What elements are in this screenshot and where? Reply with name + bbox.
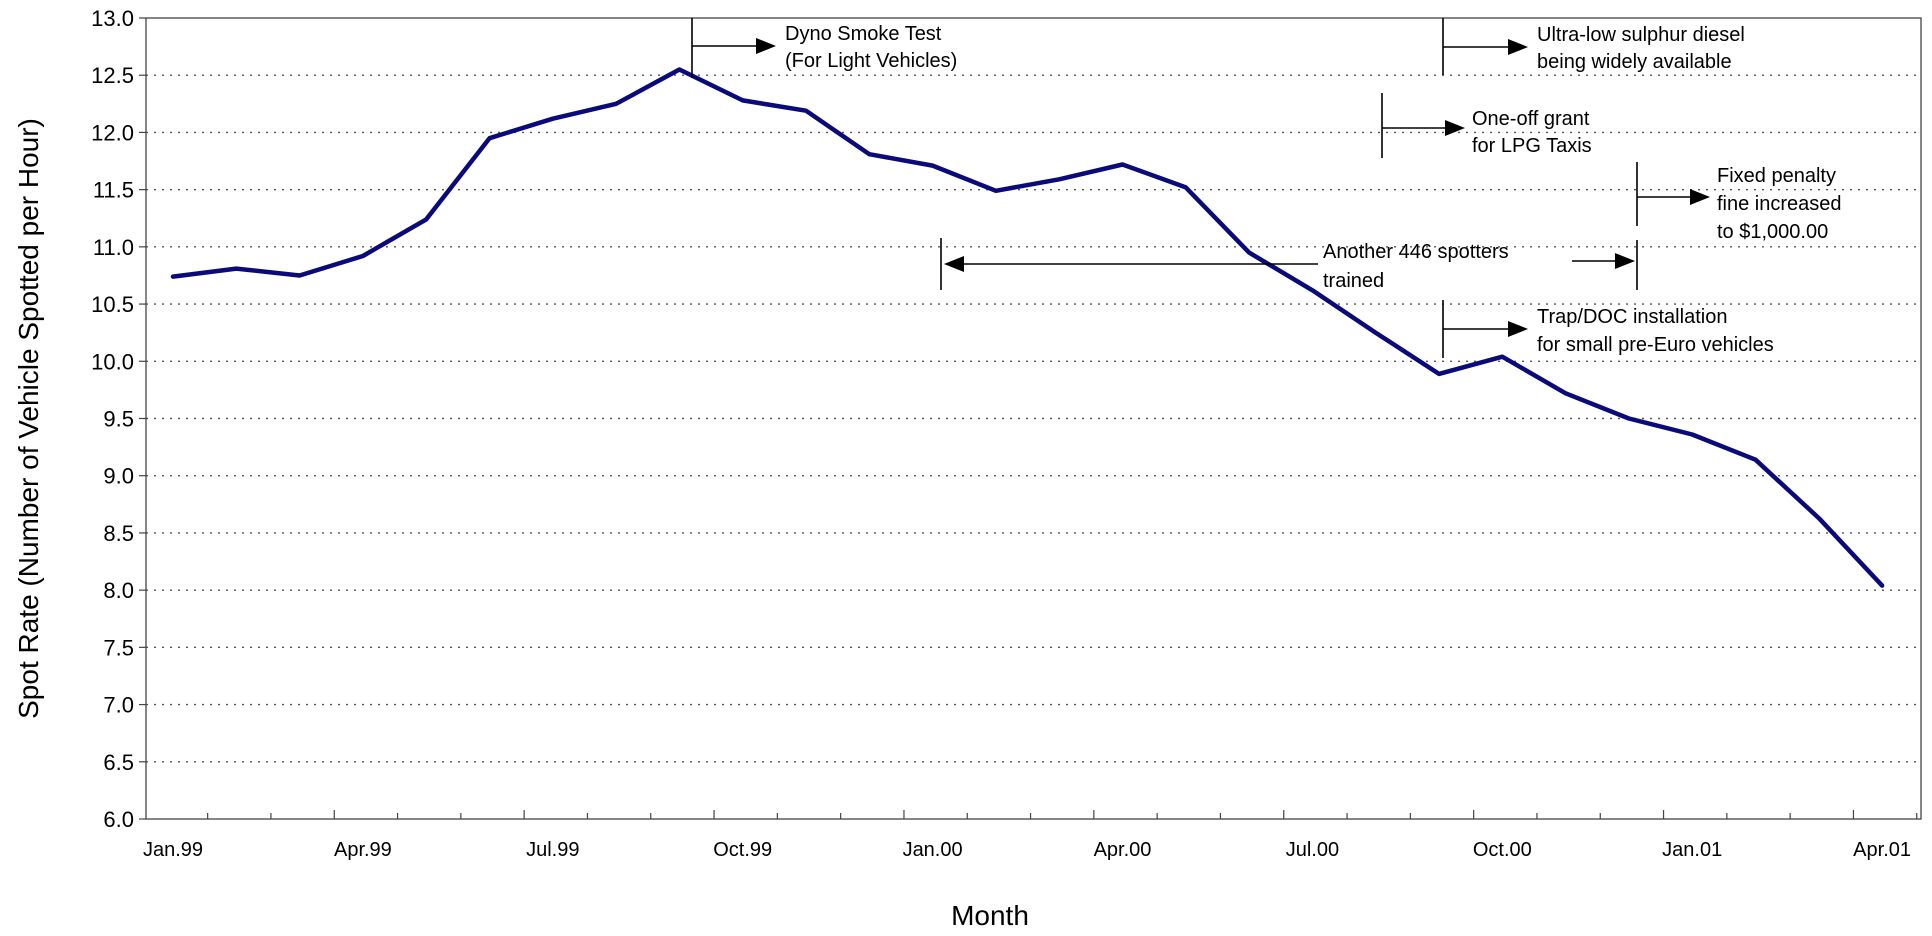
y-tick-label: 11.0 (93, 235, 134, 260)
x-tick-label: Jul.99 (526, 839, 579, 861)
x-axis-title: Month (951, 900, 1029, 931)
y-tick-label: 6.5 (103, 750, 134, 775)
gridlines (146, 74, 1921, 763)
y-tick-label: 8.5 (103, 521, 134, 546)
annotation: Dyno Smoke Test (For Light Vehicles) (691, 18, 957, 78)
x-tick-label: Jul.00 (1286, 839, 1339, 861)
x-tick-label: Oct.99 (713, 839, 772, 861)
y-tick-label: 12.0 (91, 120, 134, 145)
annotation-text: Dyno Smoke Test (785, 23, 942, 45)
annotation-text: fine increased (1717, 193, 1842, 215)
y-tick-label: 9.5 (103, 407, 134, 432)
annotation-text: Trap/DOC installation (1537, 306, 1727, 328)
annotation: Another 446 spotters trained (940, 238, 1638, 292)
annotation-text: (For Light Vehicles) (785, 50, 957, 72)
y-tick-label: 7.0 (103, 693, 134, 718)
y-tick-label: 7.5 (103, 635, 134, 660)
annotation-text: for LPG Taxis (1472, 135, 1592, 157)
x-tick-label: Apr.00 (1094, 839, 1152, 861)
annotation-text: trained (1323, 270, 1384, 292)
annotations: Dyno Smoke Test (For Light Vehicles) Ultra… (691, 18, 1842, 358)
annotation: One-off grant for LPG Taxis (1381, 93, 1592, 158)
annotation-text: Ultra-low sulphur diesel (1537, 24, 1745, 46)
y-tick-label: 6.0 (103, 807, 134, 832)
annotation-arrow-head (1445, 120, 1465, 136)
y-axis-title: Spot Rate (Number of Vehicle Spotted per… (13, 118, 44, 719)
x-axis: Jan.99 Apr.99 Jul.99 Oct.99 Jan.00 Apr.00 Jul.… (143, 810, 1918, 861)
y-tick-label: 11.5 (93, 178, 134, 203)
annotation-text: Another 446 spotters (1323, 241, 1509, 263)
y-axis: 6.0 6.5 7.0 7.5 8.0 8.5 9.0 9.5 10.0 10.5 11.0 11.5… (91, 6, 146, 832)
annotation: Ultra-low sulphur diesel being widely ava… (1442, 18, 1745, 75)
y-tick-label: 10.0 (91, 349, 134, 374)
annotation-text: for small pre-Euro vehicles (1537, 334, 1774, 356)
annotation-arrow-head (1508, 39, 1528, 55)
x-tick-label: Jan.01 (1662, 839, 1722, 861)
annotation-arrow-head (1690, 189, 1710, 205)
annotation-arrow-head (1508, 321, 1528, 337)
annotation-text: One-off grant (1472, 108, 1590, 130)
spot-rate-series-line (170, 67, 1885, 588)
x-tick-label: Jan.99 (143, 839, 203, 861)
annotation-arrow-head (944, 256, 964, 272)
x-tick-label: Apr.99 (334, 839, 392, 861)
annotation: Trap/DOC installation for small pre-Euro … (1442, 300, 1774, 358)
y-tick-label: 13.0 (91, 6, 134, 31)
y-tick-label: 9.0 (103, 464, 134, 489)
annotation-text: being widely available (1537, 51, 1732, 73)
y-tick-label: 8.0 (103, 578, 134, 603)
x-tick-label: Apr.01 (1853, 839, 1911, 861)
annotation-text: Fixed penalty (1717, 165, 1836, 187)
annotation-text: to $1,000.00 (1717, 221, 1828, 243)
annotation-arrow-head (1615, 253, 1635, 269)
y-tick-label: 10.5 (91, 292, 134, 317)
x-tick-label: Jan.00 (903, 839, 963, 861)
plot-area-frame (145, 17, 1922, 820)
annotation: Fixed penalty fine increased to $1,000.00 (1636, 162, 1842, 243)
x-tick-label: Oct.00 (1473, 839, 1532, 861)
y-tick-label: 12.5 (91, 63, 134, 88)
annotation-arrow-head (756, 38, 776, 54)
